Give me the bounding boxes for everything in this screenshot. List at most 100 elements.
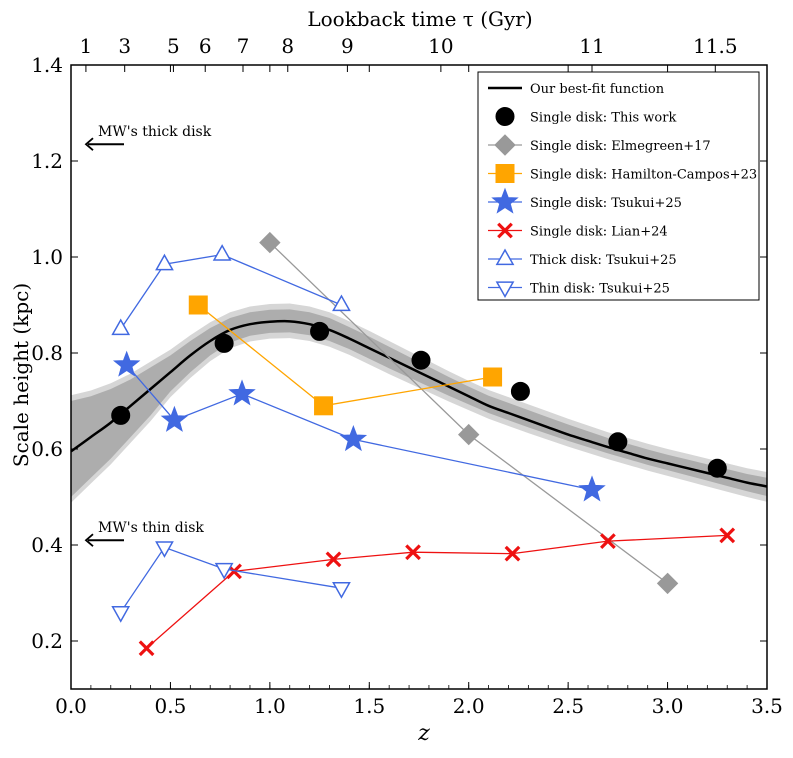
top-axis-ticks: 1 3 5 6 7 8 9 10 11 11.5 [80, 34, 738, 72]
data-point [719, 527, 736, 544]
x-tick-label: 0.0 [55, 694, 87, 718]
x-stroke [504, 545, 521, 562]
data-point [111, 405, 131, 425]
legend-entry: Single disk: This work [495, 107, 676, 126]
best-fit-band-halo [71, 303, 767, 503]
x-stroke [138, 640, 155, 657]
series-0 [111, 321, 727, 478]
series-line [120, 546, 342, 613]
series-line [146, 534, 728, 649]
y-axis-ticks: 0.2 0.4 0.6 0.8 1.0 1.2 1.4 [31, 53, 767, 653]
legend-entry: Single disk: Lian+24 [488, 222, 668, 240]
legend-label: Single disk: This work [530, 111, 676, 126]
legend-swatch-marker [497, 222, 513, 239]
best-fit-line [70, 319, 768, 488]
y-tick-label: 0.8 [31, 341, 63, 365]
legend-entry: Single disk: Elmegreen+17 [488, 134, 711, 156]
data-point [483, 367, 503, 387]
legend-swatch-marker [495, 281, 515, 299]
series-5 [111, 244, 351, 336]
legend-swatch-marker [495, 107, 515, 126]
legend-swatch-marker [494, 134, 516, 156]
legend-swatch-marker [491, 187, 519, 214]
y-axis-title: Scale height (kpc) [9, 283, 33, 467]
legend-swatch-marker [495, 248, 515, 266]
y-tick-label: 0.6 [31, 437, 63, 461]
x-stroke [405, 544, 421, 561]
data-point [707, 458, 727, 478]
x-stroke [719, 527, 736, 544]
data-point [228, 379, 256, 406]
x-stroke [226, 563, 242, 580]
top-tick-label: 10 [428, 34, 453, 58]
y-tick-label: 1.2 [31, 149, 63, 173]
x-tick-label: 2.0 [453, 694, 485, 718]
data-point [310, 321, 330, 341]
top-tick-label: 1 [80, 34, 93, 58]
x-stroke [325, 551, 342, 568]
series-line [120, 253, 342, 330]
x-stroke [497, 222, 513, 239]
data-point [155, 541, 174, 558]
data-point [160, 405, 189, 432]
top-tick-label: 5 [167, 34, 180, 58]
top-tick-label: 11.5 [693, 34, 738, 58]
series-3 [112, 350, 606, 502]
annotation-label: MW's thin disk [98, 520, 204, 536]
data-point [405, 544, 421, 561]
data-point [608, 432, 628, 452]
legend-label: Single disk: Lian+24 [530, 225, 668, 240]
series-4 [138, 527, 736, 657]
x-tick-label: 0.5 [155, 694, 187, 718]
data-point [314, 396, 334, 416]
data-point [600, 533, 616, 550]
annotation-arrow-head [84, 533, 94, 547]
legend-label: Thin disk: Tsukui+25 [530, 282, 670, 297]
data-point [111, 318, 131, 336]
x-tick-label: 1.5 [353, 694, 385, 718]
data-point [212, 244, 232, 261]
y-tick-label: 0.4 [31, 533, 63, 557]
mw-annotation: MW's thin disk [84, 520, 204, 547]
x-axis-title: z [417, 721, 430, 746]
top-tick-label: 3 [118, 34, 131, 58]
top-tick-label: 7 [237, 34, 250, 58]
series-2 [188, 295, 503, 416]
data-point [112, 350, 141, 377]
data-point [214, 333, 234, 353]
legend-swatch-marker [495, 164, 515, 183]
legend-entry: Our best-fit function [488, 82, 665, 97]
y-tick-label: 0.2 [31, 629, 63, 653]
legend-entry: Thin disk: Tsukui+25 [488, 281, 670, 299]
top-tick-label: 9 [341, 34, 354, 58]
data-point [259, 231, 281, 254]
annotation-arrow-head [84, 137, 94, 151]
best-fit-band [71, 303, 767, 503]
data-point [411, 350, 431, 370]
x-axis-ticks: 0.0 0.5 1.0 1.5 2.0 2.5 3.0 3.5 [55, 65, 783, 718]
x-tick-label: 3.5 [751, 694, 783, 718]
data-point [458, 423, 480, 446]
legend-label: Thick disk: Tsukui+25 [530, 253, 677, 268]
x-stroke [600, 533, 616, 550]
y-tick-label: 1.0 [31, 245, 63, 269]
data-point [656, 572, 679, 595]
top-tick-label: 6 [199, 34, 212, 58]
legend-entry: Thick disk: Tsukui+25 [488, 248, 677, 268]
data-point [155, 253, 174, 271]
data-point [111, 606, 131, 623]
x-tick-label: 2.5 [552, 694, 584, 718]
data-point [504, 545, 521, 562]
y-tick-label: 1.4 [31, 53, 63, 77]
series-layer [70, 231, 768, 657]
data-point [510, 381, 530, 401]
legend-label: Our best-fit function [530, 82, 665, 97]
series-6 [111, 541, 351, 623]
annotations: MW's thick disk MW's thin disk [84, 124, 212, 547]
legend-label: Single disk: Hamilton-Campos+23 [530, 168, 757, 183]
legend-entry: Single disk: Hamilton-Campos+23 [488, 164, 757, 183]
legend-box [477, 71, 760, 301]
data-point [138, 640, 155, 657]
data-point [578, 475, 606, 502]
